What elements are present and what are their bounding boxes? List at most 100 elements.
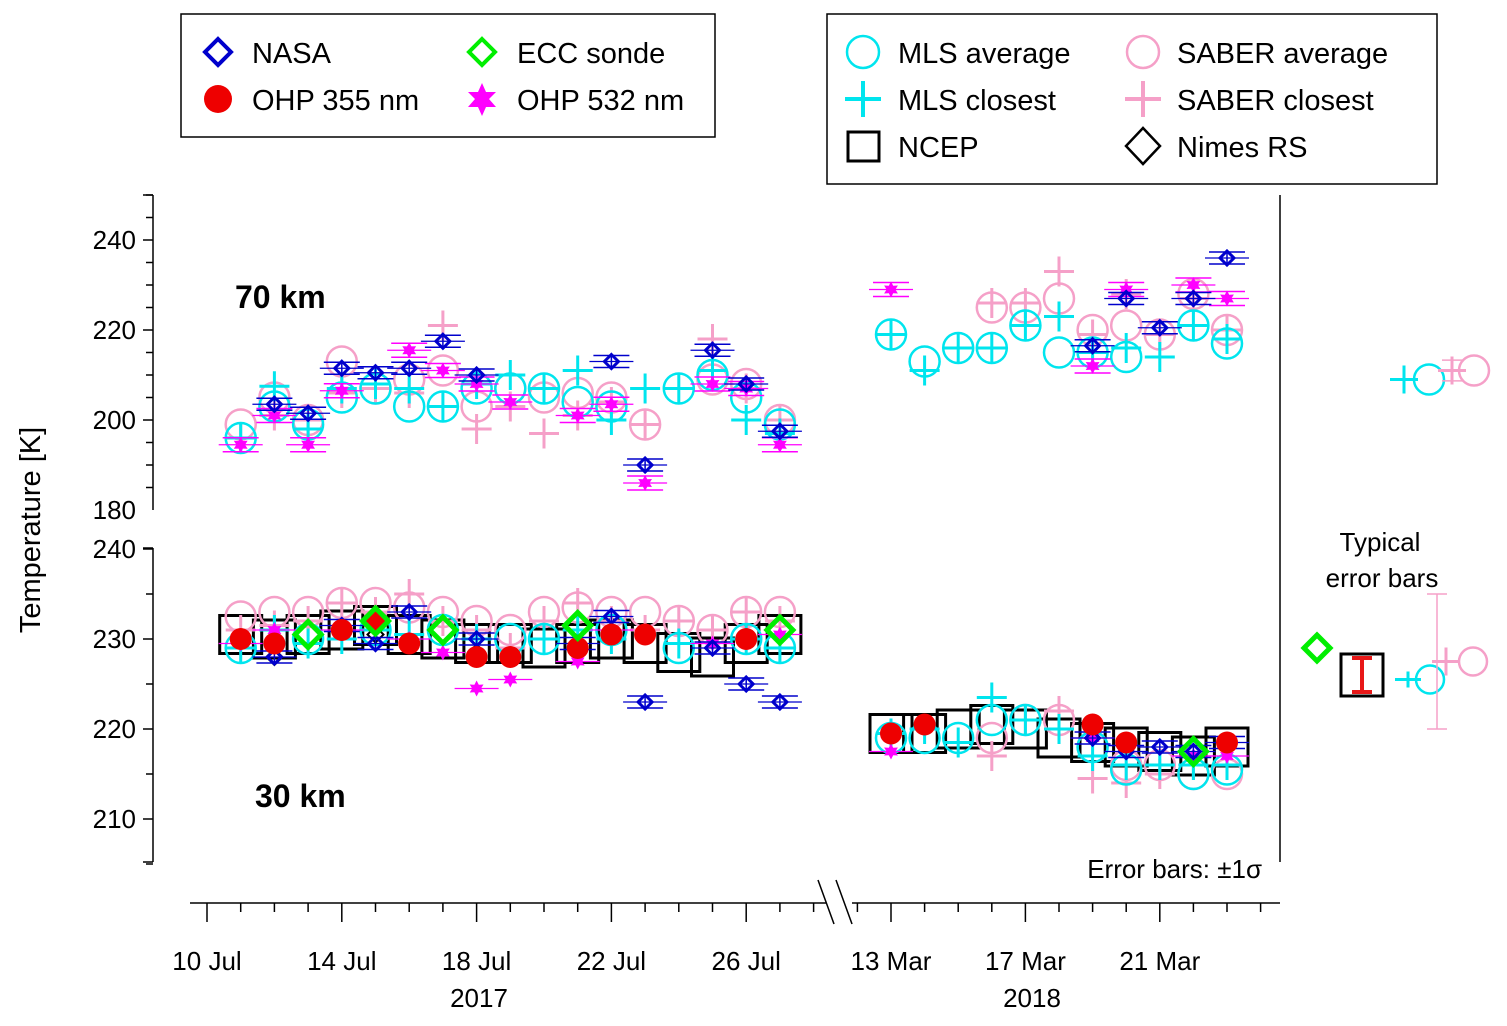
axis-break bbox=[835, 879, 853, 925]
ohp355-30-point bbox=[263, 632, 286, 655]
ohp532-70-point bbox=[1220, 290, 1234, 307]
error-bars-note: Error bars: ±1σ bbox=[1087, 854, 1262, 884]
y-tick-label-70km: 200 bbox=[93, 405, 136, 435]
chart-marks bbox=[218, 248, 1491, 798]
ohp355-30-point bbox=[1216, 731, 1238, 754]
ohp355-30-point bbox=[880, 722, 902, 745]
legend-mlsavg-label: MLS average bbox=[898, 38, 1071, 70]
nasa-30-point bbox=[737, 674, 756, 694]
axes: 180 200 220 240 210 220 230 240 10 Jul 14 Jul 18 J… bbox=[93, 194, 1281, 976]
ohp532-70-point bbox=[1186, 277, 1201, 293]
legend-mlsclose-label: MLS closest bbox=[898, 85, 1056, 117]
mls-closest-70-point bbox=[529, 373, 559, 404]
x-tick-label: 18 Jul bbox=[442, 946, 511, 976]
typical-saber70-closest bbox=[1438, 356, 1466, 385]
legend-ncep-symbol bbox=[846, 130, 881, 163]
ohp355-30-point bbox=[1115, 731, 1138, 754]
axis-break bbox=[817, 879, 835, 925]
ohp355-30-point bbox=[566, 637, 589, 659]
year-label-2018: 2018 bbox=[1003, 983, 1061, 1013]
mls-average-70-point bbox=[1042, 336, 1076, 369]
mls-closest-70-point bbox=[630, 373, 661, 404]
nasa-30-point bbox=[265, 647, 284, 667]
nasa-70-point bbox=[332, 359, 351, 378]
mls-closest-70-point bbox=[394, 373, 425, 404]
mls-closest-70-point bbox=[876, 319, 906, 350]
ecc-sonde-30-point bbox=[763, 613, 797, 647]
legend-mlsavg-symbol bbox=[845, 34, 881, 70]
saber-closest-70-point bbox=[461, 414, 492, 444]
y-tick-label-30km: 230 bbox=[93, 624, 136, 654]
ohp532-70-point bbox=[503, 394, 518, 410]
nasa-30-point bbox=[400, 602, 419, 622]
nasa-70-point bbox=[1217, 248, 1237, 268]
typical-label-line2: error bars bbox=[1326, 563, 1439, 593]
saber-closest-70-point bbox=[976, 288, 1007, 318]
saber-closest-70-point bbox=[529, 418, 559, 449]
ohp532-70-point bbox=[705, 376, 720, 392]
mls-closest-70-point bbox=[1144, 342, 1175, 372]
saber-closest-30-point bbox=[326, 588, 357, 618]
legend-saberavg-label: SABER average bbox=[1177, 38, 1388, 70]
saber-closest-30-point bbox=[427, 606, 458, 636]
nasa-70-point bbox=[770, 422, 790, 441]
y-tick-label-30km: 240 bbox=[93, 534, 136, 564]
ecc-sonde-30-point bbox=[358, 604, 393, 638]
x-tick-label: 22 Jul bbox=[577, 946, 646, 976]
ohp532-70-point bbox=[604, 396, 619, 413]
x-tick-label: 13 Mar bbox=[851, 946, 932, 976]
ohp532-70-point bbox=[773, 436, 787, 453]
nasa-70-point bbox=[366, 363, 385, 382]
ecc-sonde-30-point bbox=[561, 608, 595, 643]
nasa-70-point bbox=[433, 332, 453, 351]
panel-label-70km: 70 km bbox=[235, 279, 326, 315]
legend-models: MLS average SABER average MLS closest SA… bbox=[826, 13, 1438, 185]
typical-saber70-average bbox=[1457, 354, 1491, 387]
ohp532-30-point bbox=[884, 743, 898, 760]
ohp532-70-point bbox=[1085, 358, 1100, 374]
nasa-30-point bbox=[1083, 728, 1102, 748]
nasa-30-point bbox=[703, 638, 722, 658]
typical-label-line1: Typical bbox=[1340, 527, 1421, 557]
legend-ohp532-symbol bbox=[468, 83, 496, 116]
legend-nimes-symbol bbox=[1124, 126, 1162, 166]
legend-saberclose-symbol bbox=[1125, 81, 1161, 117]
x-tick-label: 14 Jul bbox=[307, 946, 376, 976]
x-tick-label: 21 Mar bbox=[1119, 946, 1200, 976]
saber-closest-30-point bbox=[976, 741, 1007, 771]
panel-label-30km: 30 km bbox=[255, 778, 346, 814]
mls-closest-30-point bbox=[529, 624, 559, 654]
nasa-30-point bbox=[1184, 742, 1203, 761]
nasa-30-point bbox=[635, 692, 655, 712]
mls-closest-30-point bbox=[663, 628, 694, 659]
y-axis-title: Temperature [K] bbox=[15, 427, 47, 633]
y-tick-label-70km: 220 bbox=[93, 315, 136, 345]
typical-ncep-point bbox=[1339, 652, 1385, 698]
legend-saberavg-symbol bbox=[1125, 34, 1161, 70]
mls-closest-30-point bbox=[976, 682, 1007, 713]
nasa-70-point bbox=[1150, 318, 1169, 337]
y-tick-label-70km: 240 bbox=[93, 225, 136, 255]
ohp355-30-point bbox=[398, 632, 421, 655]
ohp532-30-point bbox=[469, 680, 484, 697]
legend-ohp355-label: OHP 355 nm bbox=[252, 85, 419, 117]
y-tick-label-70km: 180 bbox=[93, 495, 136, 525]
mls-closest-70-point bbox=[1111, 333, 1142, 363]
ohp355-30-point bbox=[465, 646, 488, 668]
nasa-70-point bbox=[400, 359, 419, 378]
typical-ecc-point bbox=[1300, 631, 1334, 665]
mls-closest-70-point bbox=[495, 360, 526, 390]
legend-ecc-label: ECC sonde bbox=[517, 38, 665, 70]
ohp532-30-point bbox=[1220, 748, 1234, 764]
nasa-30-point bbox=[1150, 737, 1169, 757]
ohp532-70-point bbox=[436, 362, 450, 379]
saber-closest-30-point bbox=[731, 597, 762, 627]
ohp355-30-point bbox=[634, 623, 657, 646]
legend-nimes-label: Nimes RS bbox=[1177, 132, 1308, 164]
legend-mlsclose-symbol bbox=[845, 81, 881, 117]
y-tick-label-30km: 220 bbox=[93, 714, 136, 744]
ohp355-30-point bbox=[1081, 713, 1104, 736]
ohp532-30-point bbox=[773, 626, 787, 643]
saber-closest-70-point bbox=[1044, 256, 1074, 287]
